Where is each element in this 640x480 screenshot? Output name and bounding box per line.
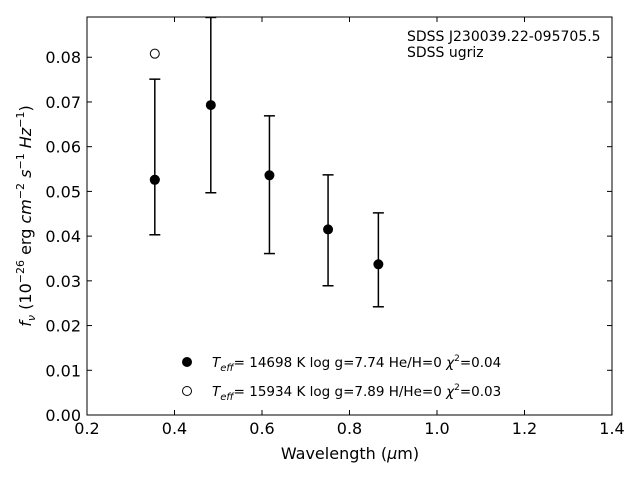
x-tick-label: 0.8 — [337, 419, 362, 438]
legend-marker-open — [182, 386, 192, 396]
object-name-label: SDSS J230039.22-095705.5 — [407, 29, 601, 45]
data-points — [149, 48, 384, 270]
observed-point — [373, 259, 384, 270]
y-axis-title: fν (10−26 erg cm−2 s−1 Hz−1) — [14, 105, 38, 326]
legend-entry-2: Teff= 15934 K log g=7.89 H/He=0 χ2=0.03 — [212, 383, 501, 403]
filter-set-label: SDSS ugriz — [407, 45, 484, 61]
model-point-open — [149, 48, 160, 59]
y-tick-label: 0.08 — [45, 48, 81, 67]
x-tick-label: 0.2 — [74, 419, 99, 438]
x-tick-label: 0.4 — [162, 419, 187, 438]
x-tick-label: 1.2 — [512, 419, 537, 438]
x-axis-title: Wavelength (μm) — [281, 444, 419, 463]
x-tick-label: 1.4 — [599, 419, 624, 438]
y-tick-label: 0.00 — [45, 406, 81, 425]
observed-point — [205, 100, 216, 111]
observed-point — [323, 224, 334, 235]
y-tick-label: 0.01 — [45, 361, 81, 380]
y-tick-label: 0.07 — [45, 93, 81, 112]
axis-ticks: 0.2 0.4 0.6 0.8 1.0 1.2 1.4 0.00 0.01 0.02 0.03 0.0… — [45, 17, 625, 438]
x-tick-label: 1.0 — [424, 419, 449, 438]
legend-entry-1: Teff= 14698 K log g=7.74 He/H=0 χ2=0.04 — [212, 354, 501, 374]
model-point-filled — [149, 174, 160, 185]
legend: Teff= 14698 K log g=7.74 He/H=0 χ2=0.04 … — [182, 354, 501, 403]
legend-marker-filled — [182, 357, 192, 367]
y-tick-label: 0.03 — [45, 272, 81, 291]
x-tick-label: 0.6 — [249, 419, 274, 438]
y-tick-label: 0.06 — [45, 138, 81, 157]
observed-point — [264, 170, 275, 181]
y-tick-label: 0.05 — [45, 182, 81, 201]
y-tick-label: 0.02 — [45, 317, 81, 336]
y-tick-label: 0.04 — [45, 227, 81, 246]
